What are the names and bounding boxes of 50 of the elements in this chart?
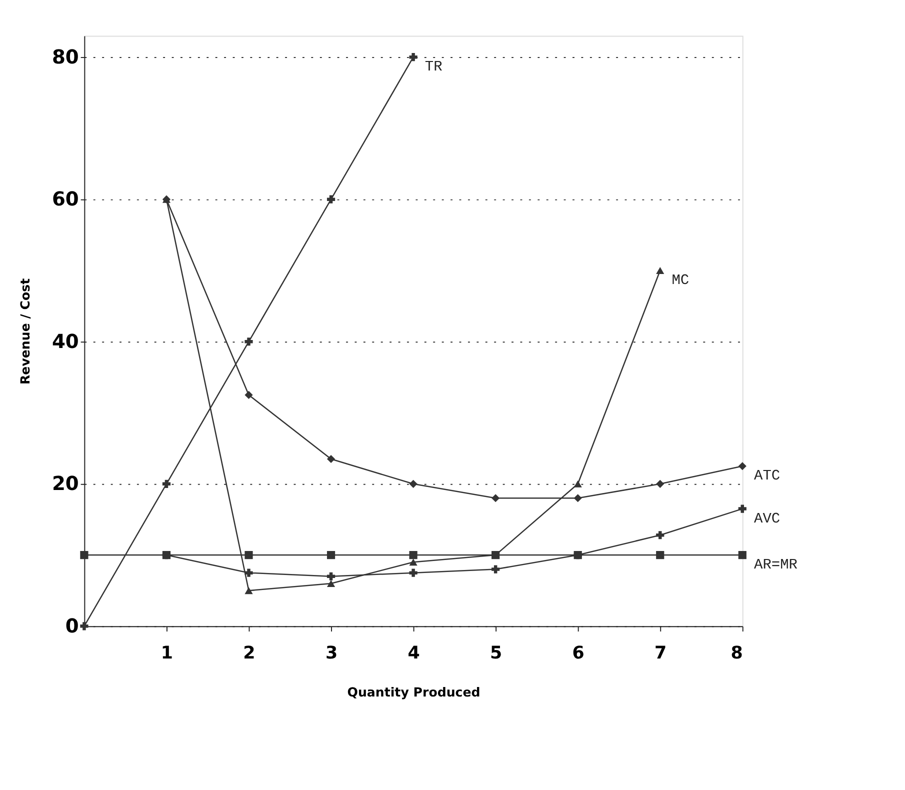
- x-tick-label: 3: [325, 644, 338, 664]
- point: [656, 266, 664, 274]
- point: [244, 587, 253, 594]
- point: [162, 480, 171, 488]
- point: [80, 550, 88, 560]
- point: [409, 568, 418, 577]
- point: [244, 390, 253, 400]
- point: [409, 558, 418, 566]
- y-axis-title: Revenue / Cost: [18, 278, 33, 385]
- point: [244, 338, 253, 346]
- x-tick-label: 2: [243, 644, 256, 664]
- y-tick-label: 60: [52, 188, 79, 211]
- point: [409, 53, 418, 62]
- y-tick-label: 20: [52, 472, 79, 496]
- point: [574, 480, 582, 488]
- x-tick-label: 4: [408, 644, 420, 664]
- point: [492, 565, 500, 574]
- y-tick-label: 0: [65, 614, 79, 638]
- series-label: MC: [672, 273, 690, 290]
- series-label: TR: [424, 60, 443, 76]
- y-tick-label: 40: [52, 330, 79, 353]
- point: [326, 550, 336, 560]
- point: [326, 580, 336, 587]
- point: [738, 550, 746, 560]
- x-tick-label: 1: [160, 644, 174, 664]
- point: [80, 622, 88, 630]
- point: [409, 550, 418, 560]
- point: [492, 494, 500, 502]
- y-tick-label: 80: [52, 45, 79, 68]
- point: [244, 568, 253, 577]
- point: [409, 480, 418, 488]
- x-tick-label: 5: [490, 644, 502, 664]
- point: [326, 195, 336, 204]
- point: [656, 531, 664, 540]
- x-axis-title: Quantity Produced: [347, 684, 480, 700]
- point: [738, 462, 746, 470]
- x-tick-label: 6: [572, 644, 584, 664]
- point: [326, 454, 336, 464]
- point: [574, 550, 582, 560]
- point: [738, 504, 746, 513]
- x-tick-label: 7: [654, 644, 667, 664]
- series-label: AR=MR: [754, 558, 798, 574]
- x-tick-label: 8: [730, 644, 743, 664]
- point: [574, 494, 582, 502]
- series-label: AVC: [754, 511, 780, 528]
- point: [326, 572, 336, 580]
- point: [244, 550, 253, 560]
- series-label: ATC: [754, 468, 780, 485]
- point: [656, 480, 664, 488]
- point: [656, 550, 664, 560]
